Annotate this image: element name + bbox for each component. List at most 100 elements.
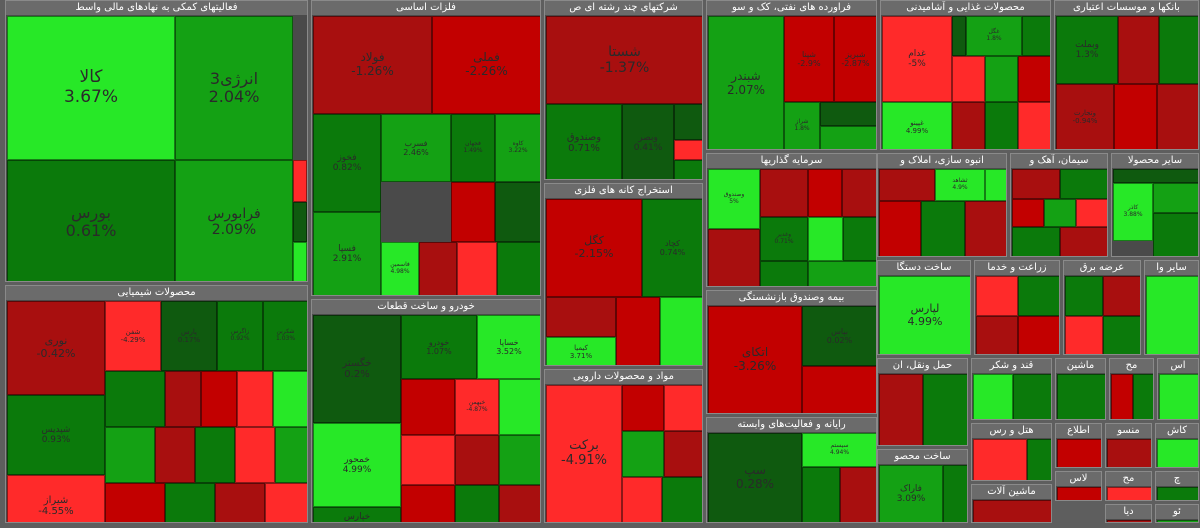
stock-tile[interactable] bbox=[973, 374, 1013, 419]
stock-tile[interactable] bbox=[497, 242, 540, 295]
sector-32[interactable]: مح bbox=[1105, 471, 1152, 501]
stock-tile[interactable] bbox=[1113, 169, 1198, 183]
stock-tile[interactable]: کچاد 0.74% bbox=[642, 199, 702, 297]
sector-10[interactable]: سرمایه گذاریها وصندوق 5% وغدیر 0.71% bbox=[706, 153, 877, 287]
stock-tile[interactable] bbox=[843, 217, 876, 261]
stock-tile[interactable] bbox=[499, 485, 540, 522]
stock-tile[interactable] bbox=[1118, 16, 1159, 84]
sector-12[interactable]: سیمان، آهک و bbox=[1010, 153, 1108, 257]
stock-tile[interactable] bbox=[1065, 276, 1103, 316]
stock-tile[interactable] bbox=[265, 483, 307, 522]
stock-tile[interactable]: وتجارت -0.94% bbox=[1056, 84, 1114, 149]
stock-tile[interactable] bbox=[820, 102, 876, 126]
stock-tile[interactable] bbox=[1027, 439, 1051, 480]
stock-tile[interactable] bbox=[985, 102, 1018, 149]
stock-tile[interactable]: انرژی3 2.04% bbox=[175, 16, 293, 160]
stock-tile[interactable]: کیمیا 3.71% bbox=[546, 337, 616, 365]
stock-tile[interactable] bbox=[1103, 276, 1140, 316]
stock-tile[interactable] bbox=[293, 160, 307, 202]
stock-tile[interactable] bbox=[1013, 374, 1051, 419]
sector-15[interactable]: رایانه و فعالیت‌های وابسته سپ 0.28% سیستم 4.… bbox=[706, 417, 877, 523]
stock-tile[interactable] bbox=[616, 297, 660, 365]
stock-tile[interactable] bbox=[1012, 227, 1060, 256]
stock-tile[interactable] bbox=[1018, 102, 1050, 149]
stock-tile[interactable] bbox=[105, 427, 155, 483]
stock-tile[interactable] bbox=[622, 431, 664, 477]
stock-tile[interactable] bbox=[273, 371, 307, 427]
stock-tile[interactable] bbox=[1057, 374, 1105, 419]
stock-tile[interactable] bbox=[808, 169, 842, 217]
sector-3[interactable]: فراورده های نفتی، کک و سو شبندر 2.07% شپنا -… bbox=[706, 0, 877, 150]
sector-13[interactable]: سایر محصولا کاذر 3.88% bbox=[1111, 153, 1199, 257]
stock-tile[interactable]: وغدیر 0.71% bbox=[760, 217, 808, 261]
stock-tile[interactable] bbox=[1057, 487, 1101, 500]
sector-18[interactable]: عرضه برق bbox=[1063, 260, 1141, 355]
sector-35[interactable]: ئو bbox=[1155, 504, 1199, 523]
stock-tile[interactable] bbox=[1018, 56, 1050, 102]
sector-11[interactable]: انبوه سازی، املاک و ثشاهد 4.9% bbox=[877, 153, 1007, 257]
stock-tile[interactable]: غدام -5% bbox=[882, 16, 952, 102]
sector-5[interactable]: بانکها و موسسات اعتباری وبملت 1.3% وتجارت -0… bbox=[1054, 0, 1199, 150]
stock-tile[interactable]: خساپا 3.52% bbox=[477, 315, 540, 379]
sector-9[interactable]: مواد و محصولات دارویی برکت -4.91% bbox=[544, 369, 703, 523]
stock-tile[interactable] bbox=[921, 201, 965, 256]
stock-tile[interactable] bbox=[973, 439, 1027, 480]
stock-tile[interactable]: فملی -2.26% bbox=[432, 16, 540, 114]
sector-26[interactable]: اطلاع bbox=[1055, 423, 1102, 468]
sector-7[interactable]: خودرو و ساخت قطعات خگستر 0.2% خودرو 1.07% خسا… bbox=[311, 299, 541, 523]
stock-tile[interactable] bbox=[165, 371, 201, 427]
stock-tile[interactable]: شبریز -2.87% bbox=[834, 16, 876, 102]
stock-tile[interactable] bbox=[660, 297, 702, 365]
sector-30[interactable]: ماشین آلات bbox=[971, 484, 1052, 523]
stock-tile[interactable] bbox=[1103, 316, 1140, 354]
stock-tile[interactable] bbox=[419, 242, 457, 295]
stock-tile[interactable] bbox=[622, 385, 664, 431]
stock-tile[interactable] bbox=[451, 182, 495, 242]
sector-1[interactable]: فلزات اساسی فولاد -1.26% فملی -2.26% فخوز 0.82… bbox=[311, 0, 541, 296]
sector-25[interactable]: هتل و رس bbox=[971, 423, 1052, 481]
stock-tile[interactable]: کاوه 3.22% bbox=[495, 114, 540, 182]
stock-tile[interactable]: فولاد -1.26% bbox=[313, 16, 432, 114]
stock-tile[interactable] bbox=[1159, 374, 1198, 419]
stock-tile[interactable] bbox=[820, 126, 876, 149]
stock-tile[interactable]: فسرب 2.46% bbox=[381, 114, 451, 182]
sector-22[interactable]: ماشین bbox=[1055, 358, 1106, 420]
stock-tile[interactable] bbox=[976, 316, 1018, 354]
stock-tile[interactable] bbox=[105, 371, 165, 427]
stock-tile[interactable] bbox=[1146, 276, 1198, 354]
stock-tile[interactable]: شبندر 2.07% bbox=[708, 16, 784, 149]
stock-tile[interactable]: غگل 1.8% bbox=[966, 16, 1022, 56]
stock-tile[interactable] bbox=[401, 379, 455, 435]
stock-tile[interactable]: لپارس 4.99% bbox=[879, 276, 970, 354]
stock-tile[interactable]: کاذر 3.88% bbox=[1113, 183, 1153, 241]
stock-tile[interactable]: فخوز 0.82% bbox=[313, 114, 381, 212]
stock-tile[interactable] bbox=[664, 385, 702, 431]
stock-tile[interactable] bbox=[802, 467, 840, 522]
sector-29[interactable]: ساخت محصو فاراک 3.09% bbox=[877, 449, 968, 523]
stock-tile[interactable] bbox=[1153, 183, 1198, 213]
sector-8[interactable]: استخراج کانه های فلزی کگل -2.15% کچاد 0.74% ک… bbox=[544, 183, 703, 366]
stock-tile[interactable]: اتکای -3.26% bbox=[708, 306, 802, 413]
stock-tile[interactable] bbox=[923, 374, 967, 445]
stock-tile[interactable] bbox=[808, 217, 843, 261]
stock-tile[interactable]: برکت -4.91% bbox=[546, 385, 622, 522]
stock-tile[interactable] bbox=[1111, 374, 1133, 419]
stock-tile[interactable] bbox=[952, 56, 985, 102]
stock-tile[interactable]: زاگرس 0.92% bbox=[217, 301, 263, 371]
stock-tile[interactable]: فرابورس 2.09% bbox=[175, 160, 293, 281]
stock-tile[interactable] bbox=[674, 140, 702, 160]
stock-tile[interactable]: بورس 0.61% bbox=[7, 160, 175, 281]
stock-tile[interactable] bbox=[1107, 439, 1151, 467]
stock-tile[interactable]: کگل -2.15% bbox=[546, 199, 642, 297]
sector-27[interactable]: منسو bbox=[1105, 423, 1152, 468]
stock-tile[interactable]: غپینو 4.99% bbox=[882, 102, 952, 149]
stock-tile[interactable] bbox=[1157, 487, 1198, 500]
stock-tile[interactable] bbox=[708, 229, 760, 286]
stock-tile[interactable]: خمحور 4.99% bbox=[313, 423, 401, 507]
stock-tile[interactable] bbox=[985, 56, 1018, 102]
sector-14[interactable]: بیمه وصندوق بازنشستگی اتکای -3.26% بپاس 0.02… bbox=[706, 290, 877, 414]
sector-31[interactable]: لاس bbox=[1055, 471, 1102, 501]
stock-tile[interactable] bbox=[943, 465, 967, 522]
stock-tile[interactable] bbox=[457, 242, 497, 295]
stock-tile[interactable]: خودرو 1.07% bbox=[401, 315, 477, 379]
